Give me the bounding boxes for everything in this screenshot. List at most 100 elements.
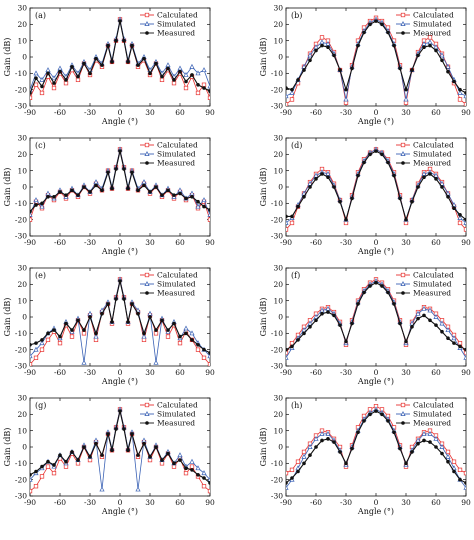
y-tick-label: 0	[22, 183, 27, 192]
data-point	[439, 444, 445, 449]
data-point	[34, 203, 38, 207]
data-point	[141, 337, 147, 343]
plot-area	[286, 277, 466, 360]
y-tick-label: -10	[15, 329, 27, 338]
data-point	[184, 466, 188, 471]
x-tick-label: 30	[401, 108, 411, 117]
data-point	[147, 457, 153, 463]
data-point	[464, 481, 466, 485]
x-axis-title: Angle (°)	[101, 117, 138, 126]
data-point	[189, 458, 195, 464]
data-point	[289, 220, 295, 226]
data-point	[46, 195, 50, 199]
data-point	[374, 19, 378, 23]
data-point	[201, 355, 207, 360]
data-point	[40, 201, 44, 206]
x-tick-label: -60	[310, 368, 322, 377]
data-point	[362, 30, 366, 35]
data-point	[428, 43, 432, 48]
data-point	[350, 66, 354, 71]
y-tick-label: 10	[17, 36, 27, 45]
legend-label: Simulated	[157, 280, 196, 289]
x-tick-label: -60	[54, 368, 66, 377]
data-point	[445, 449, 451, 455]
data-point	[82, 328, 86, 332]
y-tick-label: 20	[273, 280, 283, 289]
data-point	[296, 469, 300, 474]
data-point	[286, 470, 289, 476]
legend-label: Measured	[413, 419, 451, 428]
data-point	[159, 461, 165, 466]
legend-marker	[144, 12, 150, 18]
plot-area	[286, 404, 466, 490]
panel-label: (e)	[35, 271, 46, 280]
data-point	[326, 437, 330, 441]
data-point	[398, 321, 402, 326]
data-point	[136, 453, 140, 457]
y-tick-label: 30	[17, 394, 27, 403]
legend-entry-calculated: Calculated	[396, 11, 454, 20]
data-point	[122, 38, 126, 43]
x-tick-label: 90	[461, 498, 471, 507]
data-point	[196, 199, 200, 204]
data-point	[70, 328, 74, 332]
x-tick-label: 30	[401, 238, 411, 247]
legend-marker	[400, 272, 406, 278]
data-point	[207, 211, 210, 217]
data-point	[440, 451, 444, 456]
y-tick-label: 10	[17, 296, 27, 305]
legend-entry-simulated: Simulated	[396, 280, 452, 289]
data-point	[135, 486, 141, 492]
panel-label: (d)	[291, 141, 302, 150]
data-point	[326, 45, 330, 49]
data-point	[76, 74, 80, 79]
data-point	[118, 279, 122, 283]
data-point	[302, 461, 306, 466]
data-point	[122, 427, 126, 431]
x-tick-label: 90	[205, 498, 215, 507]
data-point	[410, 450, 414, 454]
data-point	[142, 441, 146, 446]
data-point	[410, 199, 414, 204]
data-point	[106, 302, 110, 306]
legend-entry-measured: Measured	[140, 159, 195, 168]
data-point	[386, 419, 390, 423]
data-point	[446, 336, 450, 341]
data-point	[208, 481, 210, 485]
data-point	[308, 58, 312, 63]
data-point	[202, 347, 206, 352]
x-axis-title: Angle (°)	[357, 507, 394, 516]
x-tick-label: 0	[118, 238, 123, 247]
data-point	[286, 354, 289, 360]
y-tick-label: -30	[271, 102, 283, 111]
legend-marker	[401, 31, 405, 35]
data-point	[34, 341, 38, 345]
y-tick-label: -30	[271, 232, 283, 241]
data-point	[314, 445, 318, 449]
data-point	[392, 173, 396, 178]
y-tick-label: 0	[278, 443, 283, 452]
y-tick-label: -20	[271, 475, 283, 484]
data-point	[189, 330, 195, 336]
data-point	[190, 468, 194, 472]
data-point	[290, 344, 294, 349]
data-point	[463, 93, 466, 99]
data-point	[39, 76, 45, 82]
data-point	[46, 71, 50, 76]
data-point	[46, 459, 50, 464]
y-tick-label: -10	[271, 199, 283, 208]
data-point	[433, 314, 439, 319]
legend-marker	[145, 421, 149, 425]
data-point	[58, 69, 62, 74]
y-axis-title: Gain (dB)	[259, 168, 268, 207]
data-point	[320, 311, 324, 316]
data-point	[177, 452, 183, 458]
data-point	[39, 340, 45, 346]
x-tick-label: -90	[280, 238, 292, 247]
legend-label: Calculated	[157, 11, 198, 20]
data-point	[118, 19, 122, 23]
data-point	[286, 481, 288, 485]
data-point	[126, 60, 130, 64]
data-point	[100, 63, 104, 67]
legend-label: Calculated	[413, 141, 454, 150]
